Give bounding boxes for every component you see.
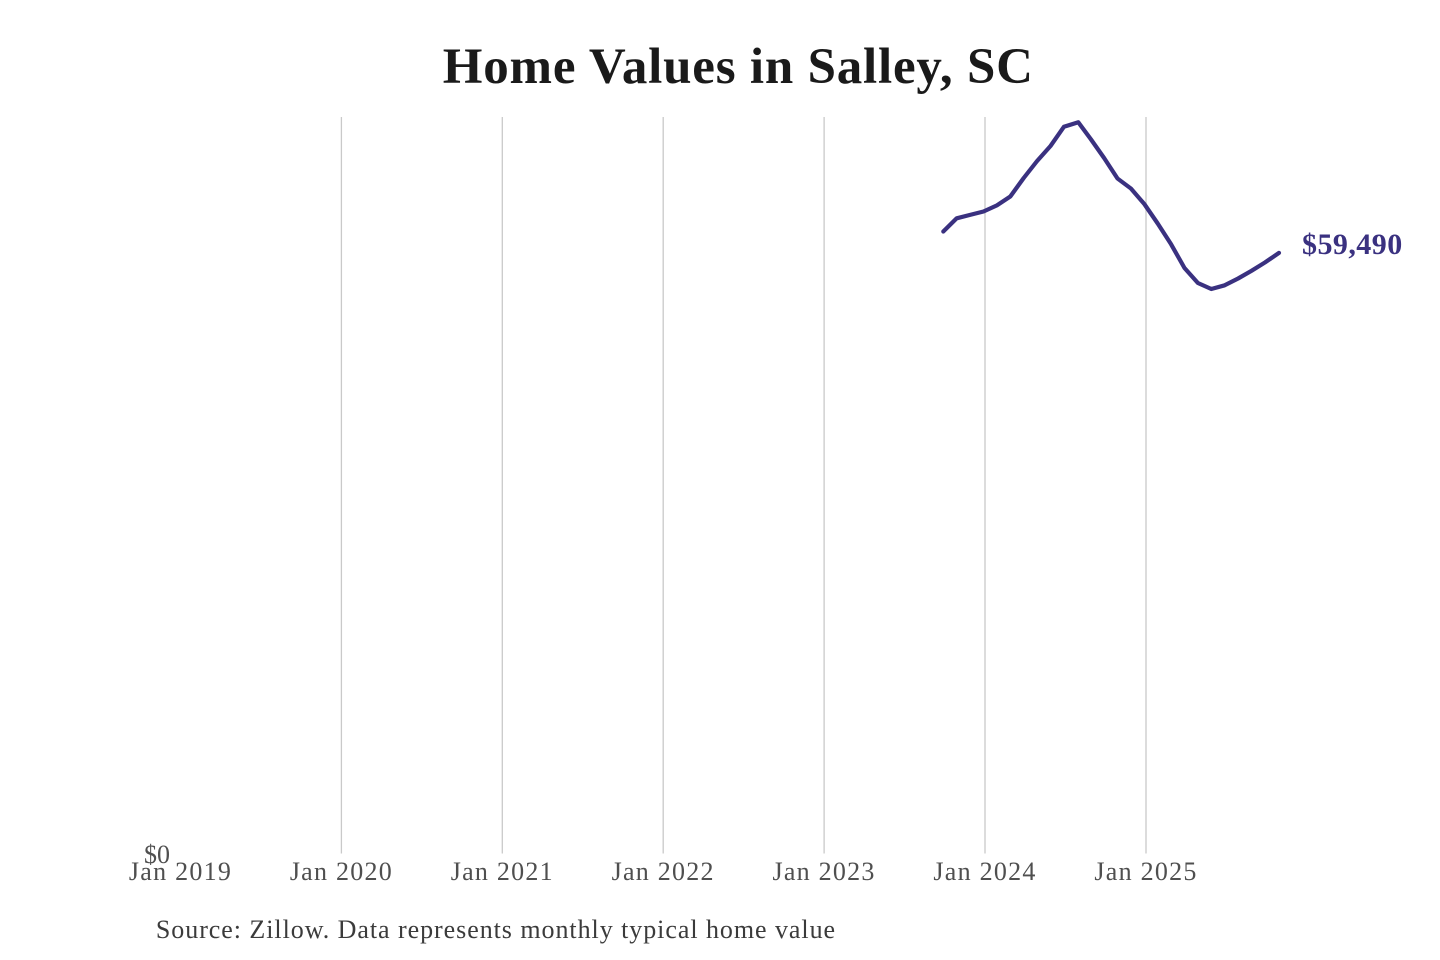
svg-text:Source: Zillow. Data represent: Source: Zillow. Data represents monthly …	[156, 915, 836, 944]
svg-text:Jan 2024: Jan 2024	[933, 857, 1036, 886]
svg-text:Jan 2020: Jan 2020	[290, 857, 393, 886]
svg-text:Jan 2022: Jan 2022	[612, 857, 715, 886]
svg-text:Jan 2023: Jan 2023	[773, 857, 876, 886]
svg-text:Home Values in Salley, SC: Home Values in Salley, SC	[443, 39, 1034, 95]
svg-text:$0: $0	[144, 840, 170, 869]
svg-text:Jan 2025: Jan 2025	[1094, 857, 1197, 886]
svg-text:Jan 2019: Jan 2019	[129, 857, 232, 886]
svg-text:Jan 2021: Jan 2021	[451, 857, 554, 886]
svg-text:$59,490: $59,490	[1302, 228, 1403, 261]
